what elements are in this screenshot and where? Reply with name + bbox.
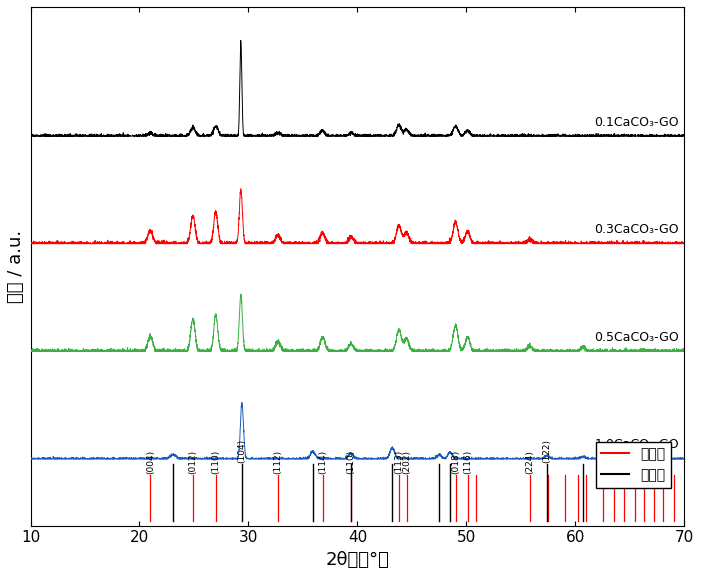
- Text: (018): (018): [451, 450, 460, 474]
- Text: (114): (114): [318, 450, 327, 474]
- Text: (012): (012): [189, 450, 198, 474]
- Legend: 球靂石, 方解石: 球靂石, 方解石: [596, 442, 671, 487]
- Text: 0.1CaCO₃-GO: 0.1CaCO₃-GO: [594, 116, 679, 128]
- Text: (122): (122): [543, 439, 552, 463]
- Y-axis label: 強度 / a.u.: 強度 / a.u.: [7, 230, 25, 303]
- Text: 0.5CaCO₃-GO: 0.5CaCO₃-GO: [594, 331, 679, 344]
- Text: 1.0CaCO₃-GO: 1.0CaCO₃-GO: [594, 438, 679, 452]
- Text: (224): (224): [525, 450, 534, 474]
- Text: (104): (104): [238, 439, 247, 463]
- Text: (110): (110): [211, 450, 220, 474]
- Text: (004): (004): [146, 450, 155, 474]
- Text: (116): (116): [463, 450, 472, 474]
- Text: (202): (202): [402, 450, 411, 474]
- Text: (110): (110): [346, 450, 355, 474]
- X-axis label: 2θ／（°）: 2θ／（°）: [325, 551, 389, 569]
- Text: (113): (113): [395, 450, 403, 474]
- Text: 0.3CaCO₃-GO: 0.3CaCO₃-GO: [594, 223, 679, 236]
- Text: (112): (112): [273, 450, 283, 474]
